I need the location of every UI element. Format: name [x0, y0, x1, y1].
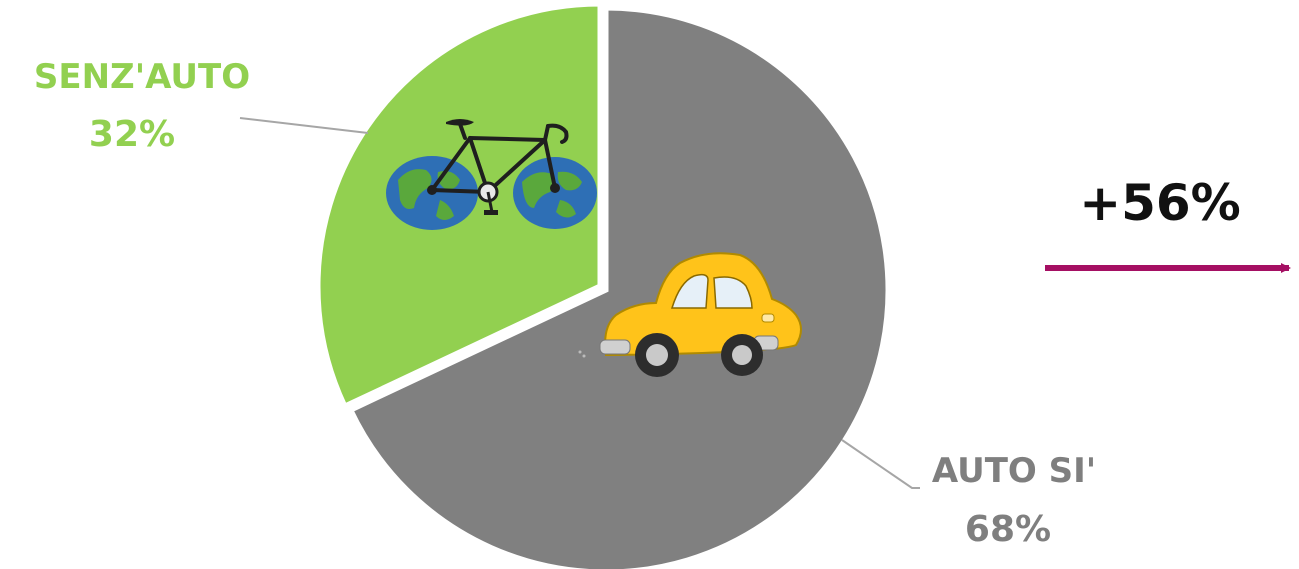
slice-value-senz-auto: 32% [89, 114, 175, 155]
leader-line-senz-auto [239, 117, 369, 134]
slice-label-auto-si: AUTO SI' [932, 451, 1096, 491]
leader-line-auto-si [841, 439, 920, 489]
slice-label-senz-auto: SENZ'AUTO [34, 57, 250, 97]
pie-slices [315, 1, 891, 569]
bicycle-with-globe-wheels-icon [386, 119, 597, 230]
growth-annotation: +56% [1079, 174, 1241, 232]
slice-value-auto-si: 68% [965, 509, 1051, 550]
yellow-car-icon [578, 252, 802, 377]
